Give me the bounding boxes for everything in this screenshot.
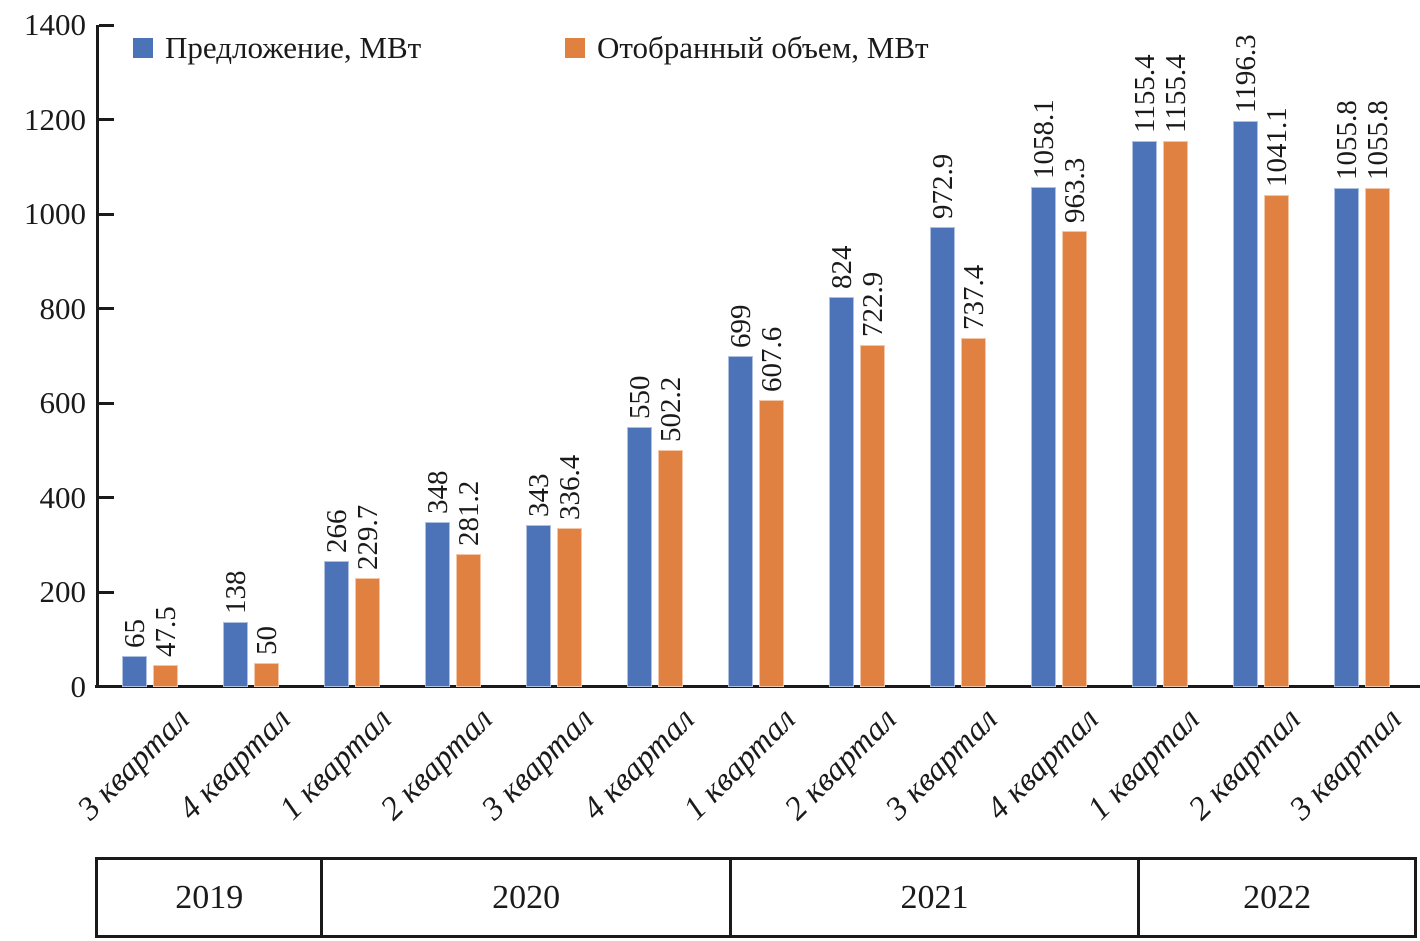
y-axis-tick-mark [99, 496, 114, 500]
bar-supply [324, 561, 349, 687]
y-axis-tick-label: 200 [39, 574, 87, 610]
y-axis-tick-label: 1000 [24, 196, 86, 232]
bar-value-label: 47.5 [149, 605, 182, 657]
bar-selected-volume [456, 554, 481, 687]
bar-value-label: 229.7 [351, 505, 384, 571]
bar-value-label: 824 [825, 245, 858, 290]
bar-supply [223, 621, 248, 687]
bar-supply [1334, 187, 1359, 687]
bar-value-label: 1155.4 [1159, 53, 1192, 133]
bar-value-label: 972.9 [926, 153, 959, 219]
bar-value-label: 550 [623, 375, 656, 419]
bar-value-label: 1055.8 [1330, 100, 1363, 180]
year-cell: 2020 [323, 860, 732, 935]
bar-selected-volume [254, 663, 279, 687]
legend-item-supply: Предложение, МВт [133, 31, 421, 65]
y-axis-tick-mark [99, 118, 114, 122]
y-axis-tick-label: 400 [39, 479, 87, 515]
bar-value-label: 138 [219, 570, 252, 614]
y-axis-tick-label: 600 [39, 385, 87, 421]
bar-selected-volume [1365, 187, 1390, 687]
x-axis-line [95, 685, 1420, 688]
bar-supply [526, 524, 551, 687]
y-axis-tick-mark [99, 590, 114, 594]
bar-supply [1233, 121, 1258, 687]
bar-selected-volume [557, 527, 582, 687]
bar-selected-volume [961, 338, 986, 687]
bar-value-label: 266 [320, 509, 353, 554]
y-axis-tick-label: 1400 [24, 7, 86, 42]
y-axis-tick-mark [99, 23, 114, 27]
bar-value-label: 1041.1 [1260, 106, 1293, 187]
bar-value-label: 1196.3 [1229, 34, 1262, 114]
y-axis-tick-mark [99, 212, 114, 216]
bar-supply [425, 522, 450, 687]
bar-supply [122, 656, 147, 687]
bar-selected-volume [658, 449, 683, 687]
y-axis-tick-mark [99, 307, 114, 311]
year-cell: 2022 [1243, 878, 1312, 916]
bar-value-label: 65 [118, 619, 151, 649]
y-axis-tick-label: 800 [39, 290, 87, 326]
bar-value-label: 1058.1 [1027, 98, 1060, 179]
y-axis-line [96, 25, 99, 688]
bar-value-label: 1155.4 [1128, 53, 1161, 133]
bar-selected-volume [860, 345, 885, 687]
bar-supply [930, 226, 955, 687]
bar-value-label: 737.4 [957, 265, 990, 331]
y-axis-tick-label: 0 [70, 669, 87, 704]
year-axis-table: 2019 2020 2021 2022 [95, 857, 1417, 938]
bar-selected-volume [1062, 231, 1087, 687]
bar-value-label: 722.9 [856, 271, 889, 338]
legend-swatch-orange-icon [565, 38, 585, 58]
year-cell: 2021 [732, 860, 1141, 935]
bar-selected-volume [153, 664, 178, 687]
bar-selected-volume [759, 399, 784, 687]
year-cell: 2019 [98, 860, 324, 935]
bar-value-label: 281.2 [452, 480, 485, 547]
bar-selected-volume [1163, 140, 1188, 687]
bar-selected-volume [355, 578, 380, 687]
legend-item-selected-volume: Отобранный объем, МВт [565, 31, 929, 65]
bar-selected-volume [1264, 194, 1289, 687]
bar-value-label: 50 [250, 626, 283, 656]
bar-supply [627, 426, 652, 687]
bar-supply [728, 356, 753, 687]
bar-supply [829, 297, 854, 687]
bar-value-label: 1055.8 [1361, 100, 1394, 180]
bar-value-label: 336.4 [553, 454, 586, 520]
bar-value-label: 699 [724, 304, 757, 349]
bar-value-label: 502.2 [654, 376, 687, 442]
bar-value-label: 348 [421, 470, 454, 515]
bar-supply [1132, 140, 1157, 687]
bar-value-label: 963.3 [1058, 158, 1091, 224]
bar-supply [1031, 186, 1056, 687]
y-axis-tick-mark [99, 401, 114, 405]
legend-label-supply: Предложение, МВт [165, 30, 422, 65]
legend-label-selected-volume: Отобранный объем, МВт [597, 30, 929, 65]
y-axis-tick-label: 1200 [24, 101, 86, 137]
bar-value-label: 607.6 [755, 326, 788, 392]
bar-value-label: 343 [522, 473, 555, 517]
legend-swatch-blue-icon [133, 38, 153, 58]
